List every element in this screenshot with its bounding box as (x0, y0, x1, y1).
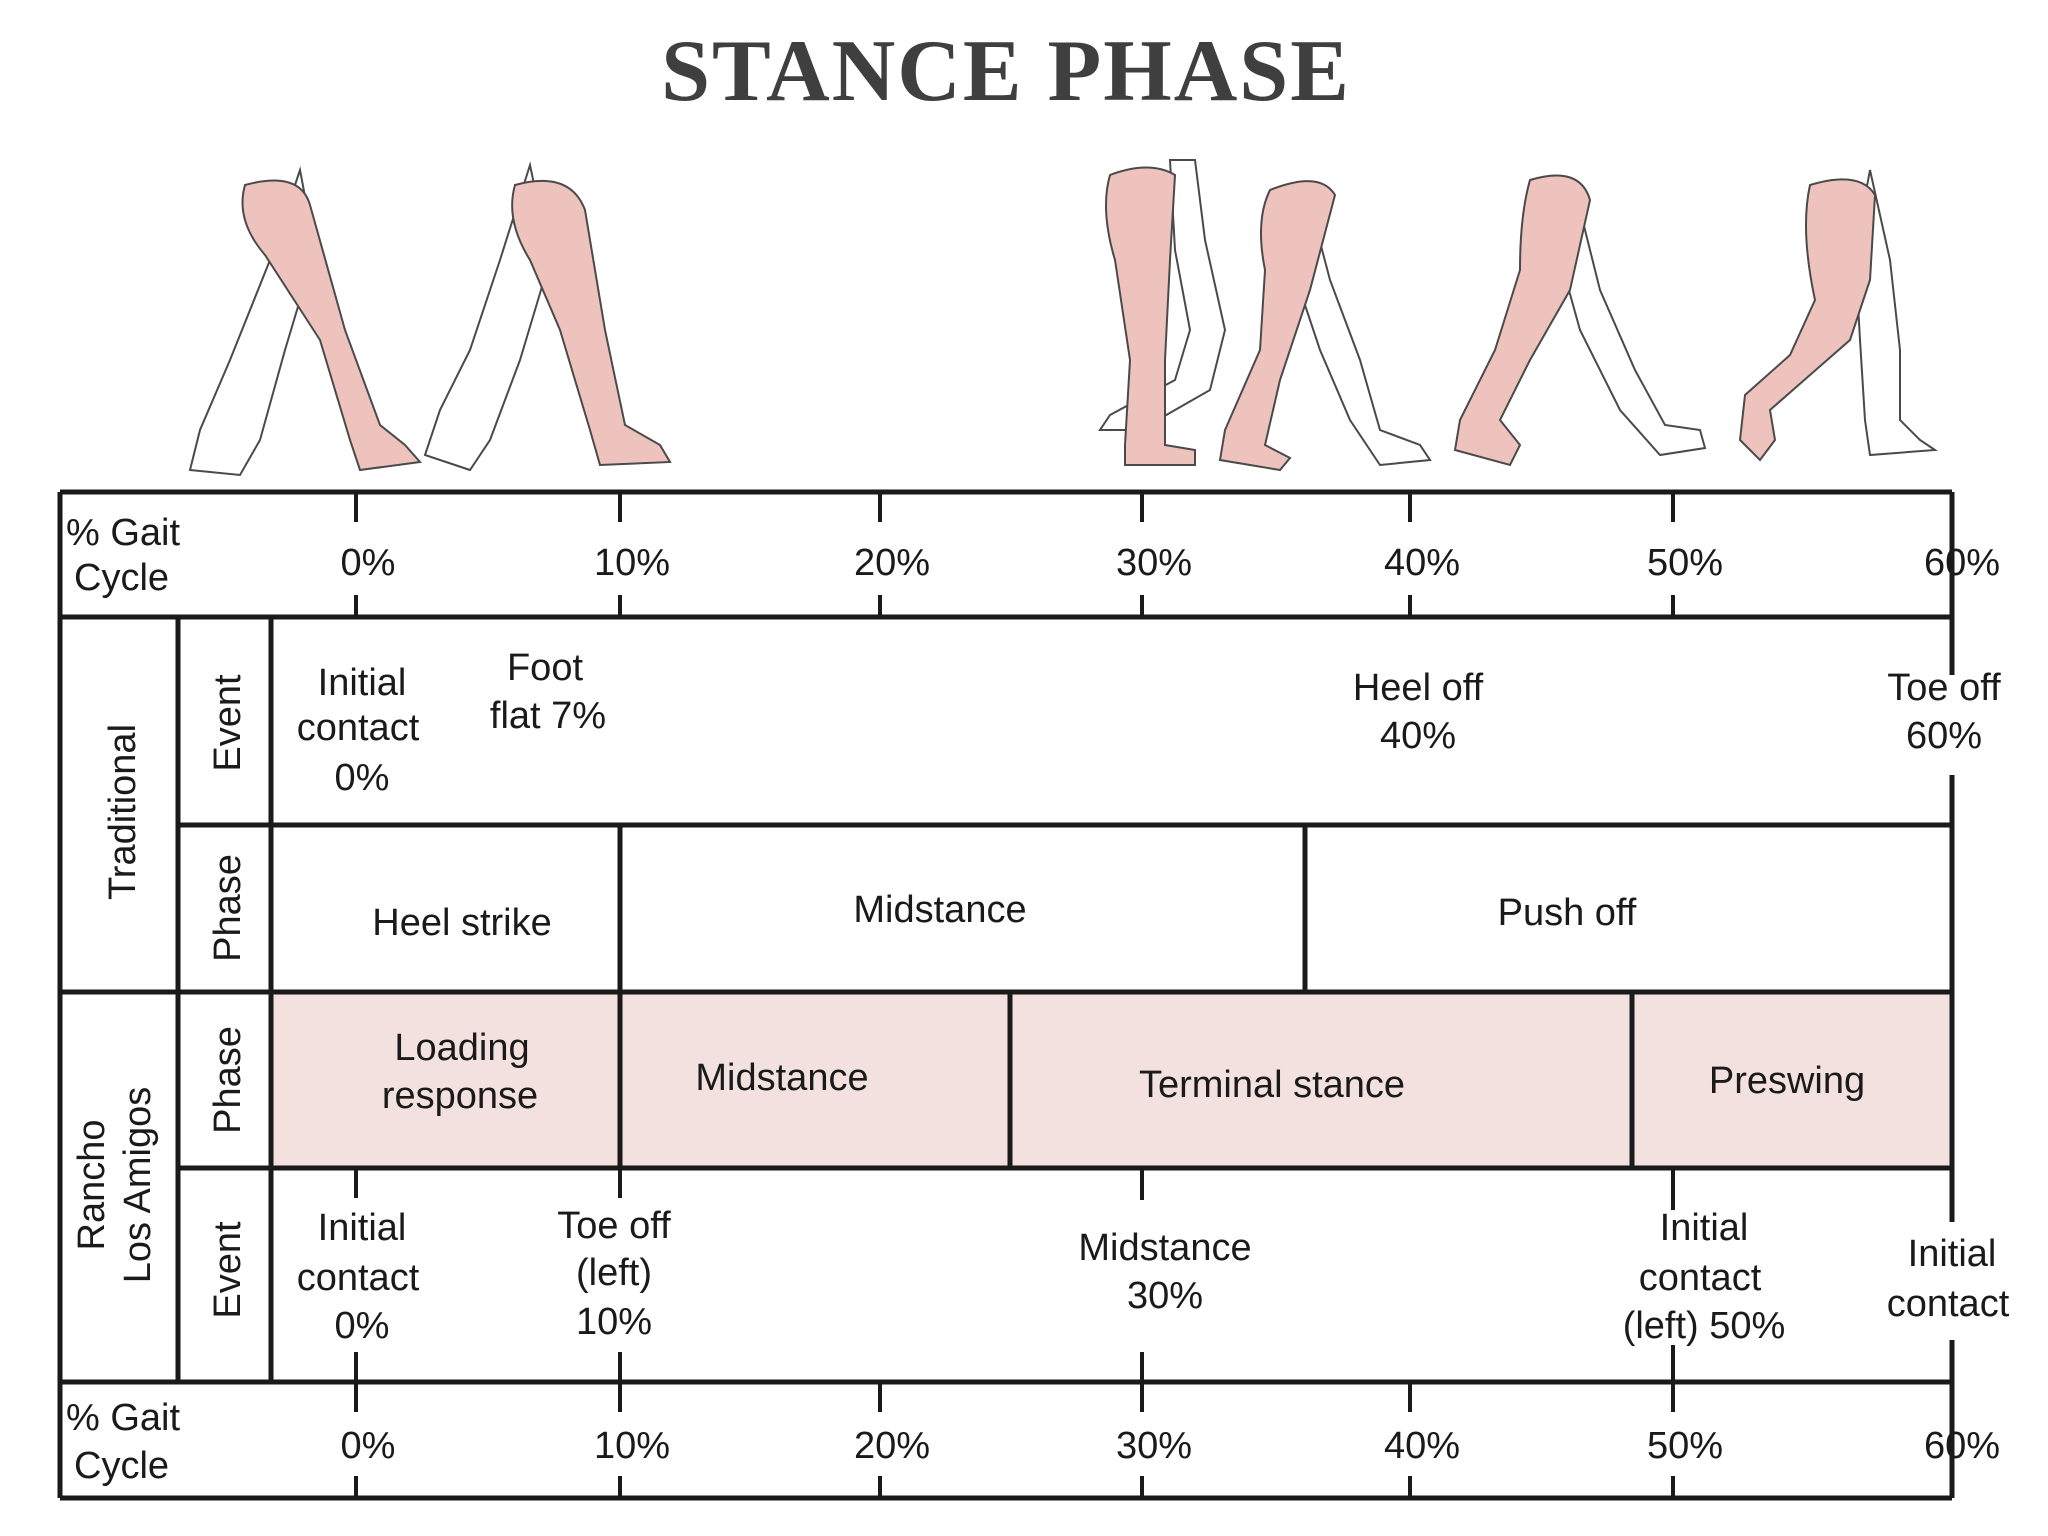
rancho-phase-midstance: Midstance (695, 1057, 868, 1099)
svg-text:60%: 60% (1906, 715, 1982, 757)
svg-text:40%: 40% (1380, 715, 1456, 757)
svg-text:Loading: Loading (394, 1027, 529, 1069)
bottom-axis-tick-label: 50% (1647, 1425, 1723, 1467)
gait-cycle-label-top-line1: % Gait (66, 512, 180, 554)
svg-text:Foot: Foot (507, 647, 583, 689)
rancho-event-toe-off-left: Toe off (left) 10% (557, 1205, 671, 1343)
rancho-event-midstance: Midstance 30% (1078, 1227, 1251, 1317)
top-axis-tick-label: 50% (1647, 542, 1723, 584)
rancho-event-initial-contact: Initial contact 0% (297, 1207, 420, 1347)
gait-cycle-label-bottom-line1: % Gait (66, 1397, 180, 1439)
leg-figure-preswing (1738, 169, 1938, 462)
svg-text:Toe off: Toe off (557, 1205, 671, 1247)
bottom-axis-tick-label: 0% (341, 1425, 396, 1467)
leg-figure-heel-off (1453, 174, 1707, 467)
svg-text:Initial: Initial (318, 1207, 407, 1249)
svg-text:Initial: Initial (1660, 1207, 1749, 1249)
top-axis-tick-label: 40% (1384, 542, 1460, 584)
table-grid (57, 489, 1955, 1501)
rancho-phase-preswing: Preswing (1709, 1060, 1865, 1102)
traditional-event-row-label: Event (207, 674, 249, 772)
top-axis-tick-label: 20% (854, 542, 930, 584)
rancho-phase-band (271, 992, 1952, 1168)
leg-figure-midstance (1098, 159, 1227, 466)
svg-text:(left) 50%: (left) 50% (1623, 1305, 1786, 1347)
svg-text:Initial: Initial (318, 662, 407, 704)
leg-figure-terminal-stance (1218, 180, 1432, 472)
svg-text:Heel off: Heel off (1353, 667, 1484, 709)
rancho-event-initial-contact-left: Initial contact (left) 50% (1623, 1207, 1786, 1347)
leg-illustrations (188, 159, 1938, 477)
bottom-axis-tick-label: 40% (1384, 1425, 1460, 1467)
leg-figure-foot-flat (423, 161, 672, 472)
svg-text:Toe off: Toe off (1887, 667, 2001, 709)
traditional-phase-row-label: Phase (207, 854, 249, 962)
top-axis-ticks: 0% 10% 20% 30% 40% 50% 60% (341, 492, 2000, 617)
gait-cycle-label-top-line2: Cycle (74, 557, 169, 599)
svg-text:response: response (382, 1075, 538, 1117)
traditional-event-heel-off: Heel off 40% (1353, 667, 1484, 757)
traditional-phase-heel-strike: Heel strike (372, 902, 552, 944)
rancho-group-label-line1: Rancho (71, 1120, 113, 1251)
svg-text:contact: contact (297, 707, 420, 749)
top-axis-tick-label: 30% (1116, 542, 1192, 584)
svg-text:30%: 30% (1127, 1275, 1203, 1317)
traditional-group-label: Traditional (102, 724, 144, 900)
diagram-title: STANCE PHASE (661, 23, 1351, 120)
rancho-event-initial-contact-end: Initial contact (1882, 1222, 2010, 1334)
traditional-event-foot-flat: Foot flat 7% (490, 647, 606, 737)
rancho-phase-loading-response: Loading response (382, 1027, 538, 1117)
rancho-phase-row-label: Phase (207, 1026, 249, 1134)
svg-text:Initial: Initial (1908, 1233, 1997, 1275)
svg-text:0%: 0% (335, 757, 390, 799)
top-axis-tick-label: 10% (594, 542, 670, 584)
traditional-event-initial-contact: Initial contact 0% (297, 662, 420, 799)
rancho-event-row-label: Event (207, 1221, 249, 1319)
svg-text:(left): (left) (576, 1252, 652, 1294)
bottom-axis-ticks: 0% 10% 20% 30% 40% 50% 60% (341, 1382, 2000, 1498)
svg-text:contact: contact (1887, 1283, 2010, 1325)
traditional-phase-push-off: Push off (1498, 892, 1637, 934)
svg-text:flat 7%: flat 7% (490, 695, 606, 737)
svg-text:0%: 0% (335, 1305, 390, 1347)
top-axis-tick-label: 0% (341, 542, 396, 584)
bottom-axis-tick-label: 60% (1924, 1425, 2000, 1467)
traditional-phase-midstance: Midstance (853, 889, 1026, 931)
svg-text:Midstance: Midstance (1078, 1227, 1251, 1269)
bottom-axis-tick-label: 10% (594, 1425, 670, 1467)
svg-text:contact: contact (1639, 1257, 1762, 1299)
top-axis-tick-label: 60% (1924, 542, 2000, 584)
traditional-event-toe-off: Toe off 60% (1887, 667, 2001, 757)
bottom-axis-tick-label: 20% (854, 1425, 930, 1467)
rancho-group-label-line2: Los Amigos (117, 1087, 159, 1283)
gait-cycle-label-bottom-line2: Cycle (74, 1445, 169, 1487)
leg-figure-initial-contact (188, 166, 422, 477)
svg-text:10%: 10% (576, 1301, 652, 1343)
rancho-phase-terminal-stance: Terminal stance (1139, 1064, 1405, 1106)
bottom-axis-tick-label: 30% (1116, 1425, 1192, 1467)
svg-text:contact: contact (297, 1257, 420, 1299)
